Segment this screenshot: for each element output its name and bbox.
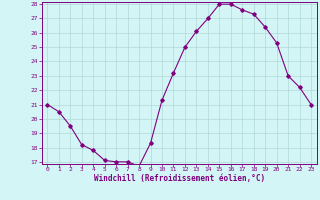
X-axis label: Windchill (Refroidissement éolien,°C): Windchill (Refroidissement éolien,°C) (94, 174, 265, 183)
